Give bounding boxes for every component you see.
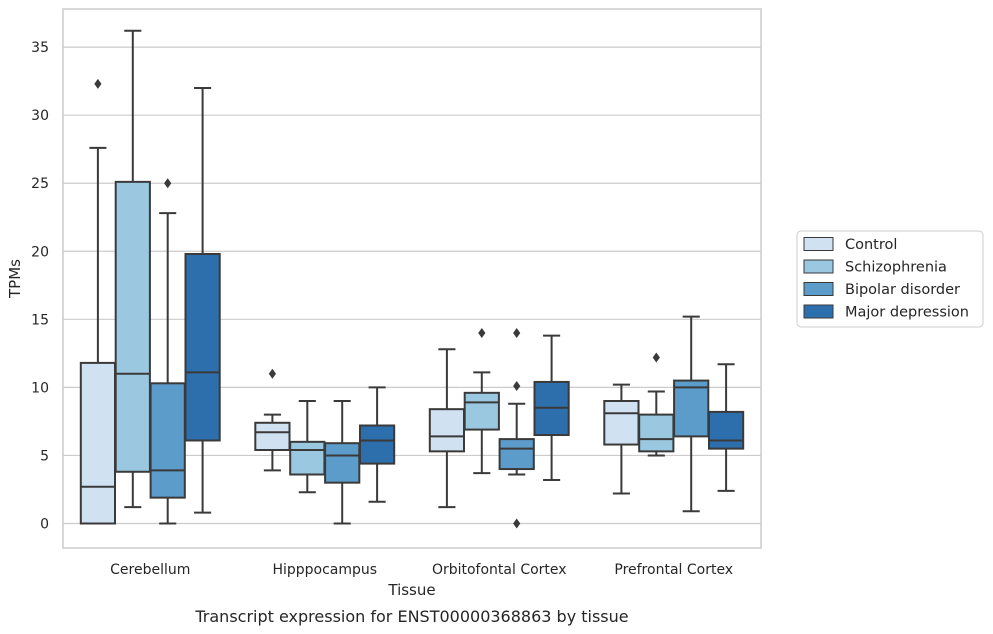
box-body: [463, 391, 500, 431]
y-tick-label: 5: [40, 448, 49, 464]
legend-label: Schizophrenia: [845, 260, 947, 276]
outlier-point: [513, 518, 521, 529]
x-tick-label: Prefrontal Cortex: [614, 562, 733, 578]
y-tick-label: 15: [31, 312, 49, 328]
box-body: [254, 421, 291, 451]
y-tick-label: 35: [31, 40, 49, 56]
box-body: [707, 410, 745, 450]
legend-swatch: [803, 259, 834, 274]
legend-swatch: [803, 282, 834, 296]
box-1-3: [638, 352, 675, 457]
box-1-0: [114, 29, 151, 509]
legend-swatch: [803, 237, 834, 251]
legend-swatch: [803, 304, 834, 319]
legend-label: Bipolar disorder: [845, 282, 960, 298]
x-axis-label: Tissue: [387, 581, 435, 599]
box-0-0: [79, 78, 117, 525]
box-body: [498, 438, 535, 471]
box-3-2: [533, 334, 570, 481]
outlier-point: [513, 327, 521, 338]
box-2-1: [324, 400, 361, 525]
y-tick-label: 20: [31, 244, 49, 260]
y-tick-label: 0: [40, 517, 49, 533]
box-body: [149, 382, 186, 499]
box-2-0: [149, 178, 186, 525]
box-body: [324, 442, 361, 484]
outlier-point: [164, 178, 172, 189]
box-1-1: [289, 400, 326, 494]
box-3-3: [707, 363, 745, 492]
box-body: [673, 379, 710, 438]
chart-caption: Transcript expression for ENST0000036886…: [194, 607, 628, 626]
y-tick-label: 10: [31, 380, 49, 396]
outlier-point: [268, 368, 276, 379]
x-tick-label: Hipppocampus: [272, 562, 377, 578]
box-3-1: [358, 386, 396, 503]
y-tick-label: 30: [31, 108, 49, 124]
box-body: [638, 413, 675, 453]
legend-frame: [796, 230, 984, 328]
legend-label: Major depression: [845, 305, 969, 321]
outlier-point: [94, 78, 102, 89]
box-body: [289, 440, 326, 476]
x-tick-label: Cerebellum: [110, 562, 190, 578]
box-2-2: [498, 327, 535, 529]
plot-marks: [79, 29, 745, 529]
legend-label: Control: [845, 237, 897, 253]
outlier-point: [652, 352, 660, 363]
box-0-1: [254, 368, 291, 472]
y-tick-label: 25: [31, 176, 49, 192]
box-body: [79, 361, 117, 525]
outlier-point: [478, 327, 486, 338]
box-body: [114, 180, 151, 473]
box-3-0: [184, 86, 221, 514]
box-body: [358, 424, 396, 465]
box-2-3: [673, 315, 710, 513]
box-body: [184, 253, 221, 442]
y-axis-label: TPMs: [6, 259, 24, 299]
plot-frame: [62, 8, 762, 549]
box-0-2: [428, 348, 466, 509]
x-tick-label: Orbitofontal Cortex: [432, 562, 567, 578]
box-1-2: [463, 327, 500, 475]
box-body: [428, 408, 466, 453]
box-0-3: [603, 383, 640, 495]
y-axis-ticks: 0 5 10 15 20 25 30 35: [31, 40, 49, 532]
legend: Control Schizophrenia Bipolar disorder Majo…: [796, 230, 984, 328]
outlier-point: [513, 381, 521, 392]
x-axis-ticks: Cerebellum Hipppocampus Orbitofontal Corte…: [110, 562, 733, 578]
box-body: [603, 400, 640, 446]
